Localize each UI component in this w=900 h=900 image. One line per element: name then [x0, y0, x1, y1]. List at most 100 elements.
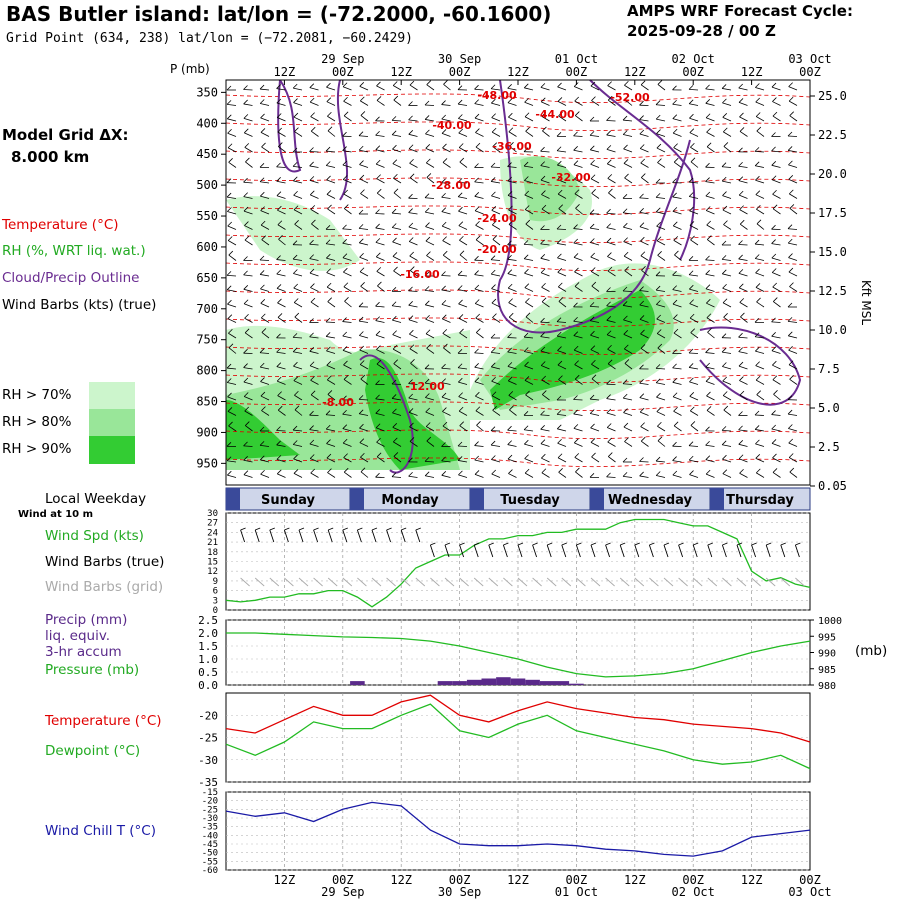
wind-barb-flag	[590, 423, 595, 429]
wind-barb	[277, 380, 286, 385]
wind-barb-flag	[788, 360, 794, 366]
wind-barb-flag	[375, 252, 381, 258]
wind-barb	[557, 442, 567, 447]
wind-barb	[327, 301, 336, 308]
wind-barb	[393, 456, 402, 463]
wind-barb-flag	[458, 143, 464, 148]
wind-barb-flag	[326, 439, 331, 444]
wind-barb-flag	[309, 147, 314, 152]
wind-barb	[573, 149, 583, 153]
wind-barb-flag	[556, 132, 562, 137]
wind-barb	[342, 86, 352, 91]
wind-barb-flag	[260, 284, 265, 290]
wind-barb-grid	[386, 577, 396, 587]
wind-barb-flag	[260, 113, 265, 119]
wind-barb	[738, 102, 748, 106]
wind-barb-flag	[344, 204, 349, 209]
wind-barb-flag	[707, 235, 712, 240]
wind-barb-flag	[425, 407, 430, 413]
wind-barb-flag	[490, 162, 496, 168]
wind-barb-grid	[313, 577, 323, 587]
wind-barb-flag	[606, 287, 611, 292]
wind-barb-flag	[755, 375, 761, 381]
wind-barb	[458, 289, 468, 292]
wind-barb-flag	[408, 300, 413, 306]
wind-barb-true	[415, 529, 421, 543]
wind-barb-flag	[557, 268, 563, 273]
wind-barb	[408, 148, 418, 153]
wind-barb	[243, 117, 253, 122]
wind-barb-flag	[475, 406, 481, 412]
wind-barb	[409, 348, 418, 354]
wind-barb-flag	[573, 238, 579, 244]
wind-barb	[558, 301, 567, 308]
wind-barb	[491, 473, 501, 478]
cloud-outline	[589, 79, 696, 261]
wind-barb-flag	[309, 83, 315, 88]
wind-barb-flag	[375, 394, 380, 400]
wind-barb	[441, 289, 451, 292]
wind-barb-flag	[721, 440, 727, 446]
wind-barb	[227, 211, 237, 215]
wind-barb-flag	[243, 470, 249, 476]
wind-barb	[772, 379, 781, 385]
wind-barb-flag	[226, 285, 232, 291]
wind-barb-flag	[459, 157, 465, 163]
wind-barb-flag	[787, 302, 793, 308]
wind-barb	[540, 257, 550, 261]
wind-barb	[277, 473, 286, 478]
wind-barb-flag	[672, 363, 677, 369]
weekday-cell-edge	[710, 488, 724, 510]
wind-barb	[261, 410, 270, 416]
wind-barb-flag	[622, 379, 628, 384]
wind-barb	[326, 101, 336, 106]
wind-barb	[707, 239, 715, 246]
wind-barb	[491, 302, 501, 308]
wind-barb-flag	[276, 440, 281, 446]
wind-barb	[243, 288, 253, 292]
wind-barb	[756, 130, 765, 137]
wind-barb	[705, 195, 715, 199]
wind-barb	[227, 225, 237, 230]
wind-barb-flag	[556, 239, 562, 244]
wind-barb	[442, 318, 451, 323]
wind-barb-flag	[393, 188, 399, 194]
legend-rh80: RH > 80%	[2, 414, 72, 430]
wind-barb-true	[283, 529, 289, 543]
wind-barb	[409, 177, 418, 184]
wind-barb-flag	[228, 421, 233, 427]
wind-barb-flag	[690, 235, 695, 241]
wind-barb-flag	[457, 192, 463, 198]
wind-barb	[244, 410, 253, 416]
wind-barb-flag	[640, 80, 646, 86]
wind-barb	[639, 197, 649, 199]
wind-barb	[342, 413, 352, 416]
wind-barb-flag	[721, 176, 727, 182]
wind-barb	[392, 134, 402, 137]
wind-barb-flag	[640, 436, 646, 442]
bottom-date-label: 01 Oct	[555, 885, 598, 899]
wind-tick-label: 3	[213, 596, 218, 606]
wind-chill-tick-label: -60	[202, 866, 218, 876]
wind-barb	[261, 239, 270, 246]
wind-barb-true-flag	[751, 542, 757, 546]
wind-barb-flag	[474, 362, 479, 368]
wind-barb-flag	[540, 439, 546, 445]
wind-barb-flag	[639, 129, 645, 135]
wind-barb	[689, 303, 699, 308]
wind-barb-flag	[623, 144, 628, 150]
temperature-contour-label: -16.00	[400, 268, 440, 281]
wind-barb	[739, 116, 748, 122]
wind-barb	[458, 396, 468, 401]
wind-barb	[475, 317, 484, 323]
wind-barb-flag	[426, 158, 431, 164]
temperature-contour-label: -52.00	[610, 91, 650, 104]
wind-barb-flag	[377, 281, 382, 287]
wind-barb-flag	[474, 348, 479, 354]
wind-barb-flag	[574, 96, 579, 102]
wind-barb	[409, 241, 418, 246]
temperature-contour-label: -12.00	[405, 380, 445, 393]
wind-barb-flag	[754, 332, 760, 338]
wind-barb	[657, 333, 666, 339]
wind-barb	[474, 195, 484, 199]
